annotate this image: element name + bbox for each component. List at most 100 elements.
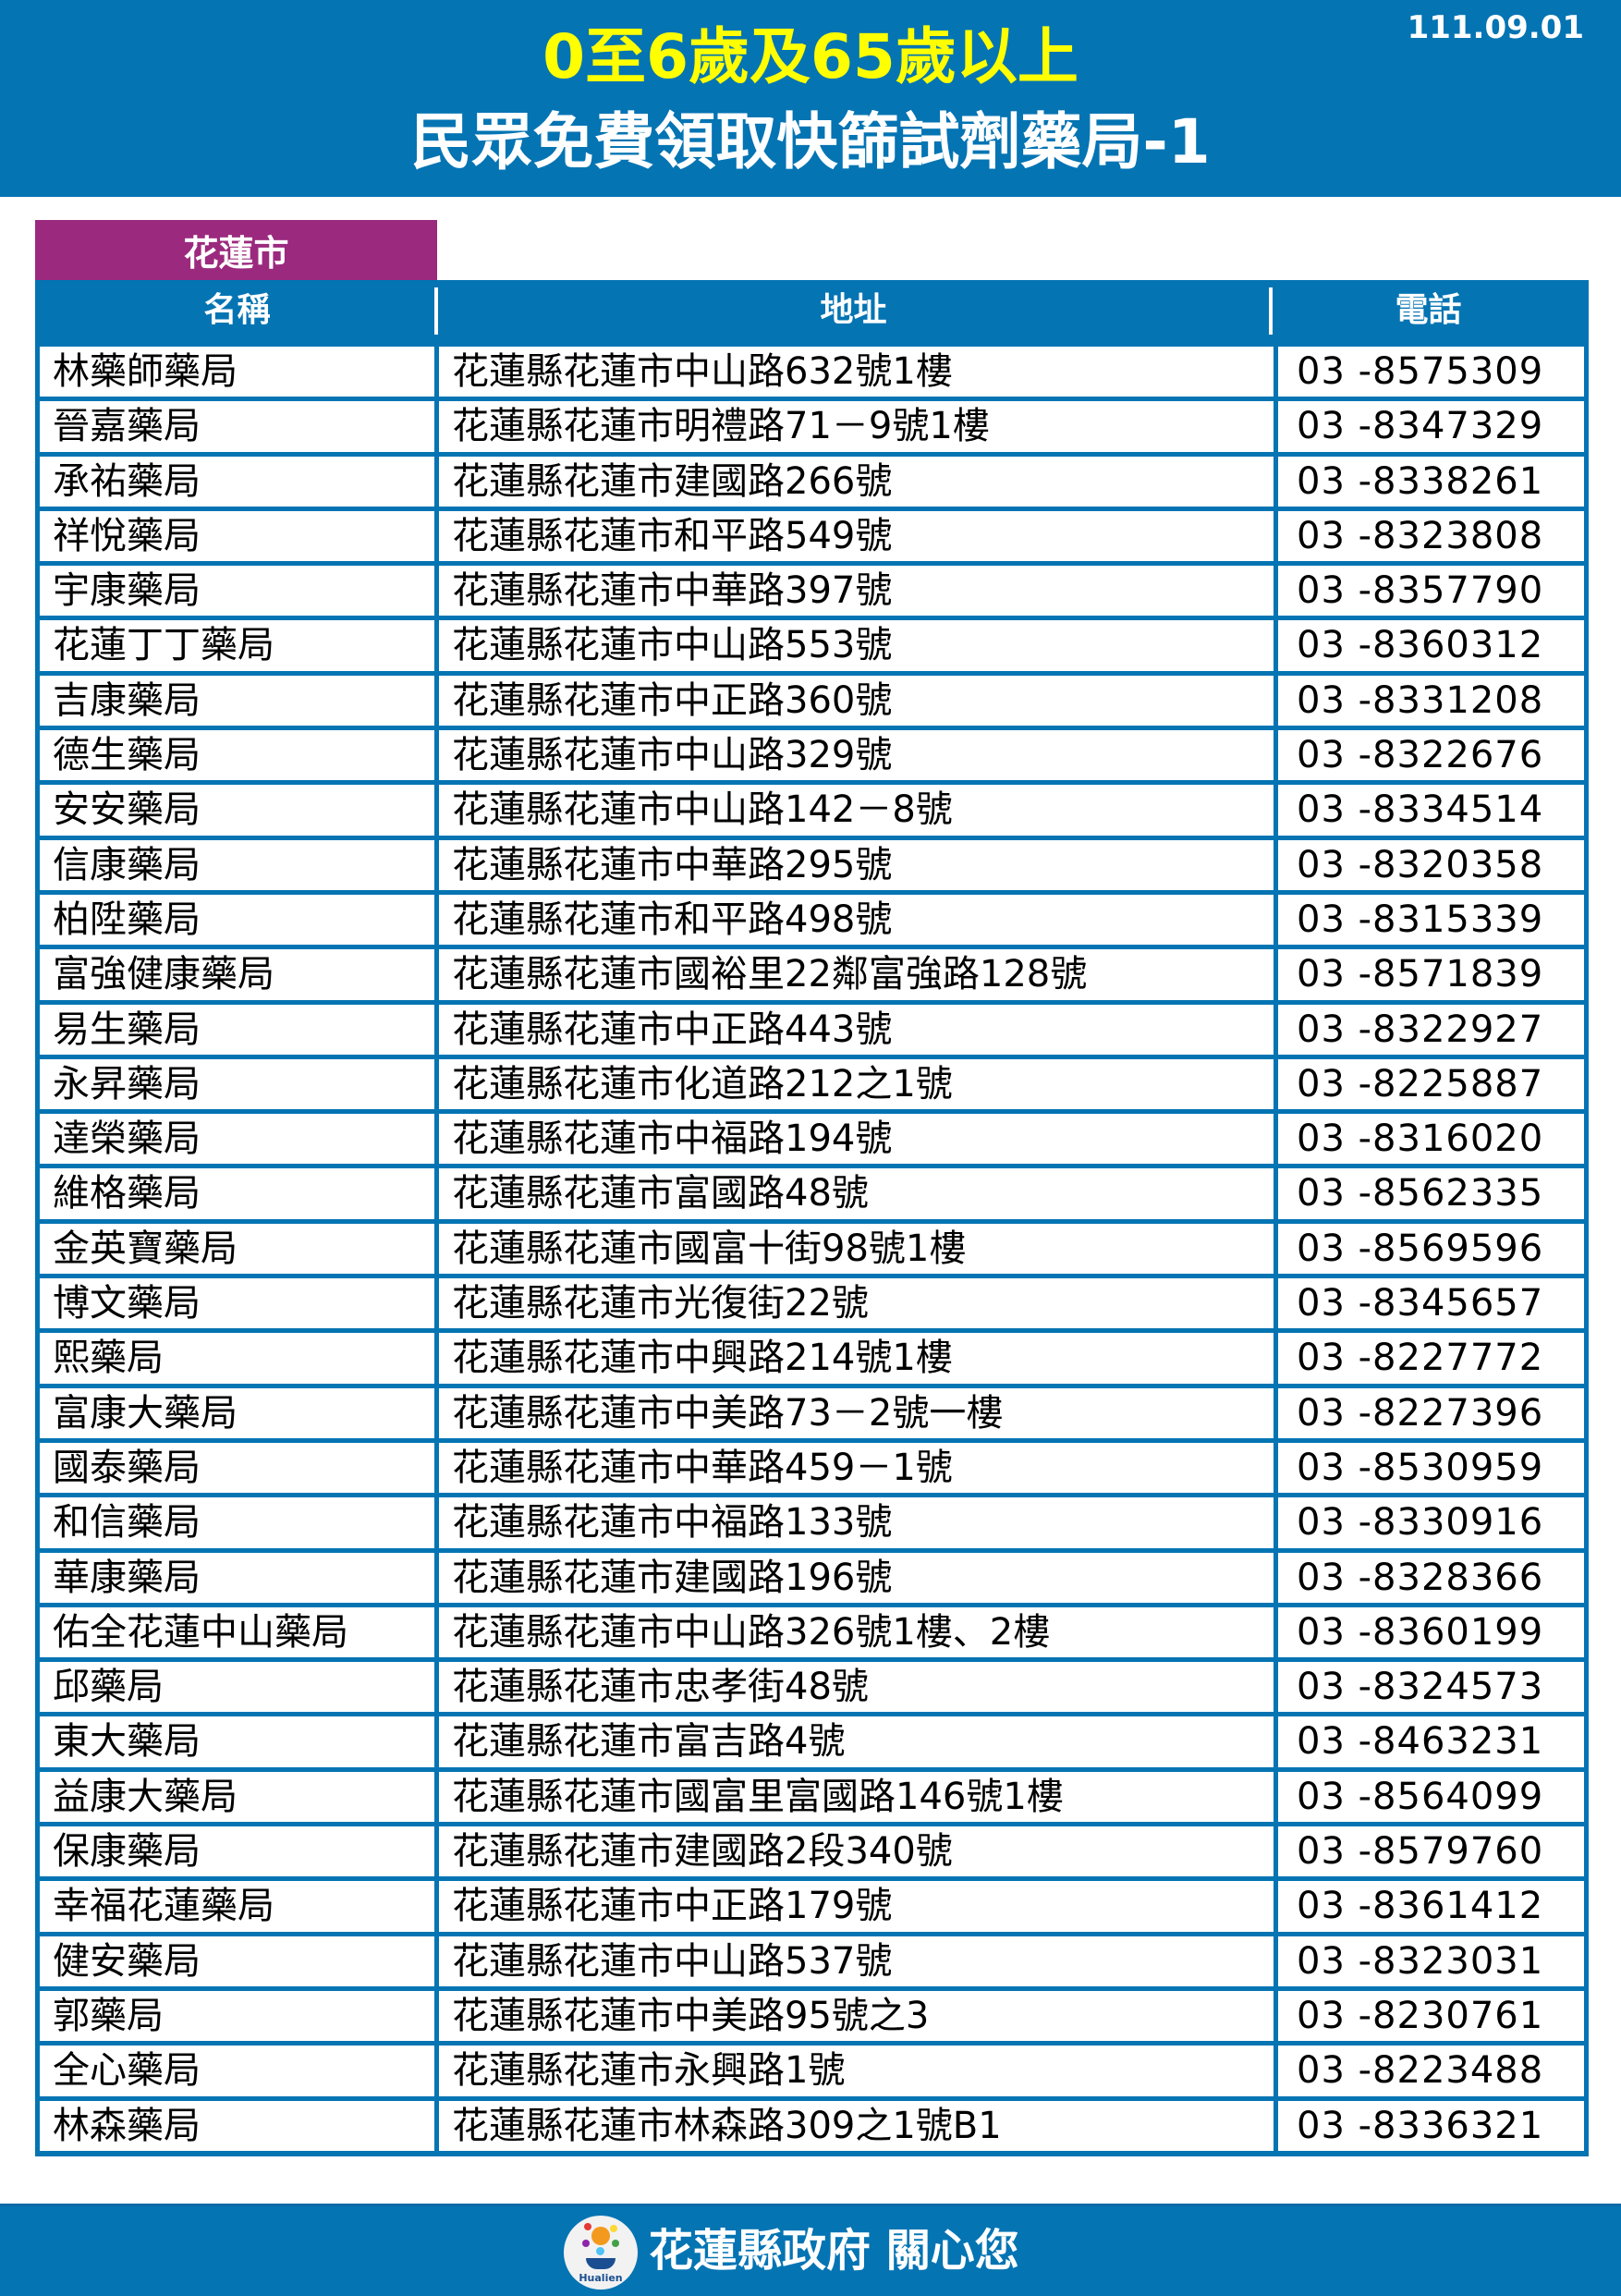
table-row: 幸福花蓮藥局 花蓮縣花蓮市中正路179號 03 -8361412 — [40, 1876, 1584, 1932]
pharmacy-address: 花蓮縣花蓮市中山路326號1樓、2樓 — [439, 1606, 1274, 1658]
pharmacy-address: 花蓮縣花蓮市中福路194號 — [439, 1114, 1274, 1165]
pharmacy-phone: 03 -8345657 — [1278, 1278, 1584, 1329]
pharmacy-address: 花蓮縣花蓮市中華路295號 — [439, 839, 1274, 890]
table-row: 宇康藥局 花蓮縣花蓮市中華路397號 03 -8357790 — [40, 561, 1584, 617]
pharmacy-address: 花蓮縣花蓮市中山路142－8號 — [439, 785, 1274, 836]
table-row: 維格藥局 花蓮縣花蓮市富國路48號 03 -8562335 — [40, 1164, 1584, 1219]
pharmacy-name: 安安藥局 — [40, 785, 434, 836]
pharmacy-address: 花蓮縣花蓮市中華路459－1號 — [439, 1442, 1274, 1494]
pharmacy-name: 林森藥局 — [40, 2100, 434, 2151]
pharmacy-phone: 03 -8323031 — [1278, 1936, 1584, 1986]
table-row: 保康藥局 花蓮縣花蓮市建國路2段340號 03 -8579760 — [40, 1822, 1584, 1877]
pharmacy-address: 花蓮縣花蓮市中華路397號 — [439, 566, 1274, 617]
pharmacy-phone: 03 -8463231 — [1278, 1716, 1584, 1767]
pharmacy-phone: 03 -8225887 — [1278, 1058, 1584, 1110]
column-header-name: 名稱 — [203, 291, 271, 329]
pharmacy-phone: 03 -8336321 — [1278, 2100, 1584, 2151]
pharmacy-phone: 03 -8331208 — [1278, 675, 1584, 727]
pharmacy-phone: 03 -8330916 — [1278, 1497, 1584, 1548]
pharmacy-address: 花蓮縣花蓮市中山路537號 — [439, 1936, 1274, 1986]
pharmacy-name: 全心藥局 — [40, 2046, 434, 2096]
pharmacy-name: 宇康藥局 — [40, 566, 434, 617]
table-row: 邱藥局 花蓮縣花蓮市忠孝街48號 03 -8324573 — [40, 1657, 1584, 1713]
pharmacy-name: 熙藥局 — [40, 1333, 434, 1384]
table-row: 華康藥局 花蓮縣花蓮市建國路196號 03 -8328366 — [40, 1548, 1584, 1603]
pharmacy-phone: 03 -8322927 — [1278, 1004, 1584, 1055]
pharmacy-address: 花蓮縣花蓮市化道路212之1號 — [439, 1058, 1274, 1110]
pharmacy-table: 名稱 地址 電話 林藥師藥局 花蓮縣花蓮市中山路632號1樓 03 -8575309… — [35, 280, 1589, 2156]
pharmacy-address: 花蓮縣花蓮市林森路309之1號B1 — [439, 2100, 1274, 2151]
pharmacy-name: 博文藥局 — [40, 1278, 434, 1329]
table-row: 安安藥局 花蓮縣花蓮市中山路142－8號 03 -8334514 — [40, 780, 1584, 836]
footer-banner: Hualien 花蓮縣政府 關心您 — [0, 2204, 1621, 2296]
table-row: 博文藥局 花蓮縣花蓮市光復街22號 03 -8345657 — [40, 1274, 1584, 1329]
pharmacy-phone: 03 -8357790 — [1278, 566, 1584, 617]
table-row: 吉康藥局 花蓮縣花蓮市中正路360號 03 -8331208 — [40, 671, 1584, 727]
pharmacy-address: 花蓮縣花蓮市國富十街98號1樓 — [439, 1223, 1274, 1275]
pharmacy-name: 承祐藥局 — [40, 456, 434, 507]
table-row: 健安藥局 花蓮縣花蓮市中山路537號 03 -8323031 — [40, 1932, 1584, 1986]
table-row: 全心藥局 花蓮縣花蓮市永興路1號 03 -8223488 — [40, 2041, 1584, 2096]
title-line-1: 0至6歲及65歲以上 — [542, 21, 1079, 92]
table-row: 富康大藥局 花蓮縣花蓮市中美路73－2號一樓 03 -8227396 — [40, 1384, 1584, 1438]
table-row: 德生藥局 花蓮縣花蓮市中山路329號 03 -8322676 — [40, 726, 1584, 781]
pharmacy-name: 和信藥局 — [40, 1497, 434, 1548]
table-row: 承祐藥局 花蓮縣花蓮市建國路266號 03 -8338261 — [40, 452, 1584, 507]
pharmacy-address: 花蓮縣花蓮市中正路179號 — [439, 1881, 1274, 1932]
pharmacy-name: 達榮藥局 — [40, 1114, 434, 1165]
table-row: 祥悅藥局 花蓮縣花蓮市和平路549號 03 -8323808 — [40, 507, 1584, 562]
pharmacy-phone: 03 -8328366 — [1278, 1552, 1584, 1603]
pharmacy-phone: 03 -8360199 — [1278, 1606, 1584, 1658]
pharmacy-name: 幸福花蓮藥局 — [40, 1881, 434, 1932]
pharmacy-address: 花蓮縣花蓮市國富里富國路146號1樓 — [439, 1771, 1274, 1823]
pharmacy-address: 花蓮縣花蓮市光復街22號 — [439, 1278, 1274, 1329]
table-row: 林藥師藥局 花蓮縣花蓮市中山路632號1樓 03 -8575309 — [40, 342, 1584, 397]
pharmacy-phone: 03 -8530959 — [1278, 1442, 1584, 1494]
pharmacy-address: 花蓮縣花蓮市富國路48號 — [439, 1168, 1274, 1219]
pharmacy-name: 花蓮丁丁藥局 — [40, 620, 434, 671]
pharmacy-phone: 03 -8320358 — [1278, 839, 1584, 890]
date-label: 111.09.01 — [1407, 9, 1584, 46]
table-row: 富強健康藥局 花蓮縣花蓮市國裕里22鄰富強路128號 03 -8571839 — [40, 945, 1584, 1000]
title-line-2: 民眾免費領取快篩試劑藥局-1 — [410, 106, 1211, 177]
pharmacy-address: 花蓮縣花蓮市中正路360號 — [439, 675, 1274, 727]
column-header-phone: 電話 — [1269, 287, 1584, 335]
pharmacy-name: 國泰藥局 — [40, 1442, 434, 1494]
pharmacy-name: 金英寶藥局 — [40, 1223, 434, 1275]
pharmacy-phone: 03 -8571839 — [1278, 949, 1584, 1000]
table-body: 林藥師藥局 花蓮縣花蓮市中山路632號1樓 03 -8575309 晉嘉藥局 花蓮縣花蓮… — [40, 342, 1584, 2151]
pharmacy-name: 祥悅藥局 — [40, 510, 434, 562]
pharmacy-address: 花蓮縣花蓮市中山路553號 — [439, 620, 1274, 671]
pharmacy-phone: 03 -8575309 — [1278, 347, 1584, 397]
pharmacy-phone: 03 -8334514 — [1278, 785, 1584, 836]
pharmacy-name: 富康大藥局 — [40, 1387, 434, 1438]
pharmacy-phone: 03 -8227396 — [1278, 1387, 1584, 1438]
pharmacy-name: 益康大藥局 — [40, 1771, 434, 1823]
pharmacy-name: 富強健康藥局 — [40, 949, 434, 1000]
pharmacy-address: 花蓮縣花蓮市中美路95號之3 — [439, 1990, 1274, 2042]
pharmacy-address: 花蓮縣花蓮市國裕里22鄰富強路128號 — [439, 949, 1274, 1000]
pharmacy-name: 德生藥局 — [40, 730, 434, 781]
table-row: 花蓮丁丁藥局 花蓮縣花蓮市中山路553號 03 -8360312 — [40, 616, 1584, 671]
pharmacy-phone: 03 -8324573 — [1278, 1662, 1584, 1713]
pharmacy-address: 花蓮縣花蓮市建國路2段340號 — [439, 1826, 1274, 1877]
pharmacy-name: 華康藥局 — [40, 1552, 434, 1603]
column-header-address: 地址 — [434, 287, 1269, 335]
pharmacy-name: 維格藥局 — [40, 1168, 434, 1219]
pharmacy-name: 易生藥局 — [40, 1004, 434, 1055]
pharmacy-phone: 03 -8322676 — [1278, 730, 1584, 781]
pharmacy-phone: 03 -8564099 — [1278, 1771, 1584, 1823]
pharmacy-phone: 03 -8223488 — [1278, 2046, 1584, 2096]
pharmacy-address: 花蓮縣花蓮市永興路1號 — [439, 2046, 1274, 2096]
pharmacy-name: 邱藥局 — [40, 1662, 434, 1713]
pharmacy-address: 花蓮縣花蓮市中興路214號1樓 — [439, 1333, 1274, 1384]
footer-slogan: 花蓮縣政府 關心您 — [649, 2225, 1019, 2277]
pharmacy-phone: 03 -8323808 — [1278, 510, 1584, 562]
pharmacy-phone: 03 -8569596 — [1278, 1223, 1584, 1275]
pharmacy-address: 花蓮縣花蓮市中美路73－2號一樓 — [439, 1387, 1274, 1438]
pharmacy-address: 花蓮縣花蓮市中福路133號 — [439, 1497, 1274, 1548]
table-row: 易生藥局 花蓮縣花蓮市中正路443號 03 -8322927 — [40, 1000, 1584, 1055]
pharmacy-phone: 03 -8316020 — [1278, 1114, 1584, 1165]
pharmacy-name: 東大藥局 — [40, 1716, 434, 1767]
table-row: 國泰藥局 花蓮縣花蓮市中華路459－1號 03 -8530959 — [40, 1438, 1584, 1494]
